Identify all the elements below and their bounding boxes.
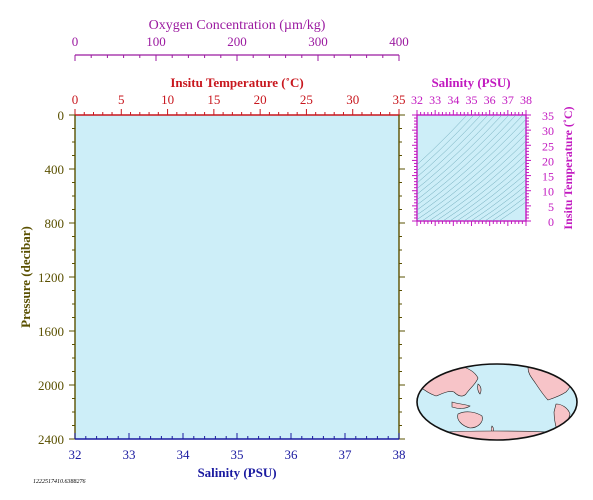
oxygen-tick-label: 0 [72,34,79,49]
ts-salinity-tick-label: 34 [447,93,459,107]
temperature-axis: Insitu Temperature (˚C) 0 5 10 15 20 25 30 35 [72,75,406,116]
oxygen-tick-label: 100 [146,34,166,49]
pressure-axis: Pressure (decibar) 0 400 800 1200 1600 2000 24… [18,108,405,447]
map-outline [416,363,578,441]
ts-density-contour [456,167,526,221]
ts-density-contour [463,173,526,221]
ts-temperature-tick-label: 35 [542,109,554,123]
ts-density-contour [417,115,510,201]
ts-salinity-tick-label: 33 [429,93,441,107]
temperature-axis-label: Insitu Temperature (˚C) [170,75,303,90]
ts-temperature-tick-label: 0 [548,215,554,229]
map-land-australia [457,411,483,429]
pressure-tick-label: 800 [45,216,65,231]
ts-temperature-tick-label: 20 [542,154,554,168]
ts-density-contour [498,201,526,221]
temperature-tick-label: 35 [393,92,406,107]
ts-temperature-tick-label: 25 [542,139,554,153]
oxygen-axis: Oxygen Concentration (µm/kg) 0 100 200 300 4… [72,18,409,61]
oxygen-axis-label: Oxygen Concentration (µm/kg) [149,18,326,33]
map-land-indonesia [451,401,471,409]
pressure-axis-label: Pressure (decibar) [18,226,33,328]
salinity-tick-label: 38 [393,447,406,462]
ts-salinity-axis: Salinity (PSU) 32 33 34 35 36 37 38 [411,75,532,226]
ts-density-contour [417,115,489,184]
ts-density-contour [449,160,526,221]
pressure-tick-label: 1600 [38,324,64,339]
salinity-tick-label: 36 [285,447,299,462]
ts-density-contour [477,185,526,221]
ts-density-contour [421,133,526,221]
ts-salinity-tick-label: 32 [411,93,423,107]
ts-density-contour [417,126,526,220]
ts-density-contour [417,115,524,211]
ts-density-contour [484,190,526,221]
footer-id: 1222517410.6388276 [33,478,86,485]
pressure-tick-label: 1200 [38,270,64,285]
oxygen-tick-label: 200 [227,34,247,49]
temperature-tick-label: 0 [72,92,79,107]
pressure-tick-label: 2000 [38,378,64,393]
salinity-axis-label: Salinity (PSU) [197,465,276,480]
temperature-tick-label: 30 [346,92,359,107]
ts-temperature-tick-label: 30 [542,124,554,138]
salinity-tick-label: 35 [231,447,244,462]
temperature-tick-label: 5 [118,92,125,107]
ts-temperature-tick-label: 15 [542,170,554,184]
salinity-tick-label: 32 [69,447,82,462]
salinity-axis: Salinity (PSU) 32 33 34 35 36 37 38 [69,433,406,480]
oxygen-tick-label: 300 [308,34,328,49]
salinity-tick-label: 33 [123,447,136,462]
pressure-tick-label: 400 [45,162,65,177]
ts-density-contour [417,115,482,178]
map-land-japan [477,383,482,395]
temperature-tick-label: 10 [161,92,174,107]
temperature-tick-label: 25 [300,92,313,107]
ts-temperature-tick-label: 10 [542,185,554,199]
temperature-tick-label: 15 [207,92,220,107]
ts-salinity-tick-label: 38 [520,93,532,107]
pressure-tick-label: 0 [58,108,65,123]
pressure-tick-label: 2400 [38,432,64,447]
ts-density-contour [417,115,517,206]
ts-density-contour [442,154,526,221]
ts-salinity-tick-label: 35 [466,93,478,107]
profile-plot-area [74,114,400,440]
ts-density-contour [470,179,526,221]
ts-salinity-tick-label: 37 [502,93,514,107]
ts-density-contour [417,115,496,190]
ts-density-contour [417,115,475,172]
ts-density-contour [435,147,526,221]
ts-density-contour [417,118,526,216]
ts-density-contours [417,115,526,221]
salinity-tick-label: 34 [177,447,191,462]
ts-salinity-axis-label: Salinity (PSU) [431,75,510,90]
ts-plot-area [416,114,527,222]
oxygen-tick-label: 400 [389,34,409,49]
temperature-tick-label: 20 [254,92,267,107]
ts-density-contour [428,140,526,221]
ts-density-contour [417,115,503,195]
salinity-tick-label: 37 [339,447,353,462]
ts-temperature-tick-label: 5 [548,200,554,214]
ts-salinity-tick-label: 36 [484,93,496,107]
ts-temperature-axis-label: Insitu Temperature (˚C) [561,106,575,229]
ts-density-contour [491,196,526,221]
world-map [416,363,578,441]
